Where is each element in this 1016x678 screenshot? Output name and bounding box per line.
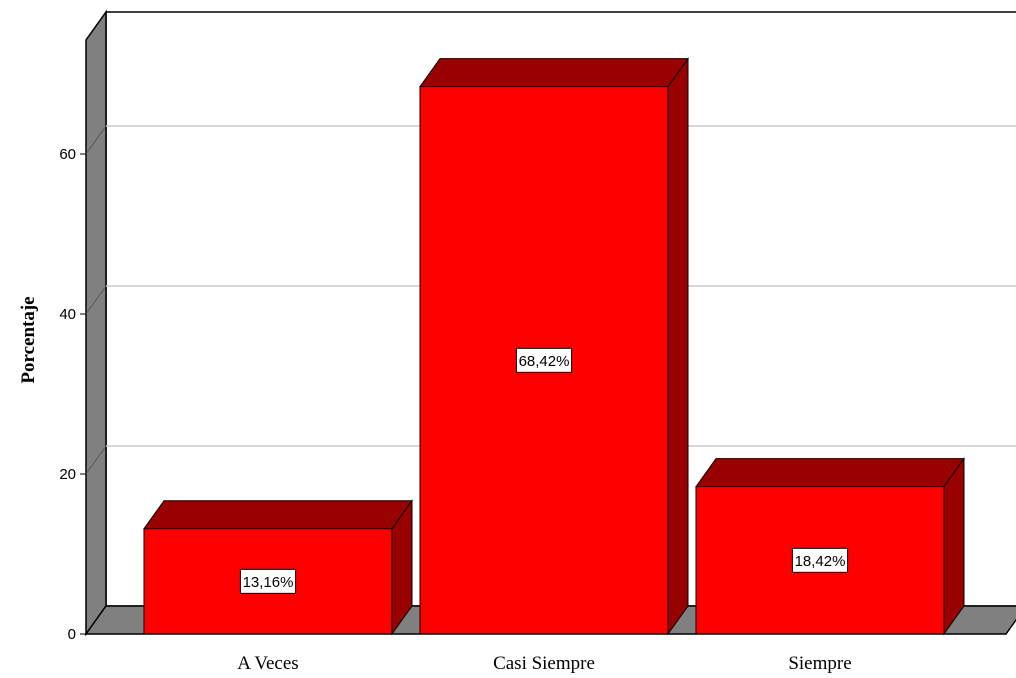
y-tick-label: 0: [68, 626, 76, 643]
bar-side: [667, 57, 689, 636]
data-label-box: [515, 347, 573, 373]
x-tick-label: Casi Siempre: [493, 653, 595, 674]
bar: 18,42%: [695, 457, 965, 636]
x-axis-labels: A Veces Casi Siempre Siempre: [237, 653, 851, 674]
data-label-box: [239, 568, 297, 594]
bar-top: [143, 500, 413, 530]
gridline-wall: [85, 445, 107, 475]
y-tick-label: 60: [59, 146, 76, 163]
bar-side: [943, 457, 965, 636]
bars: 13,16% 68,42% 18,42%: [143, 57, 965, 636]
x-tick-label: A Veces: [237, 653, 298, 674]
data-label-box: [791, 547, 849, 573]
x-tick-label: Siempre: [788, 653, 851, 674]
data-label: 13,16%: [243, 574, 294, 591]
y-axis-ticks: 0 20 40 60: [59, 146, 86, 643]
left-wall: [85, 9, 107, 637]
data-label: 68,42%: [519, 353, 570, 370]
y-tick-label: 40: [59, 306, 76, 323]
y-tick-label: 20: [59, 466, 76, 483]
gridline-wall: [85, 125, 107, 155]
bar: 68,42%: [419, 57, 689, 636]
bar-top: [695, 458, 965, 488]
bar-top: [419, 58, 689, 88]
bar: 13,16%: [143, 499, 413, 636]
data-label: 18,42%: [795, 553, 846, 570]
gridline-wall: [85, 285, 107, 315]
y-axis-title: Porcentaje: [18, 296, 39, 383]
